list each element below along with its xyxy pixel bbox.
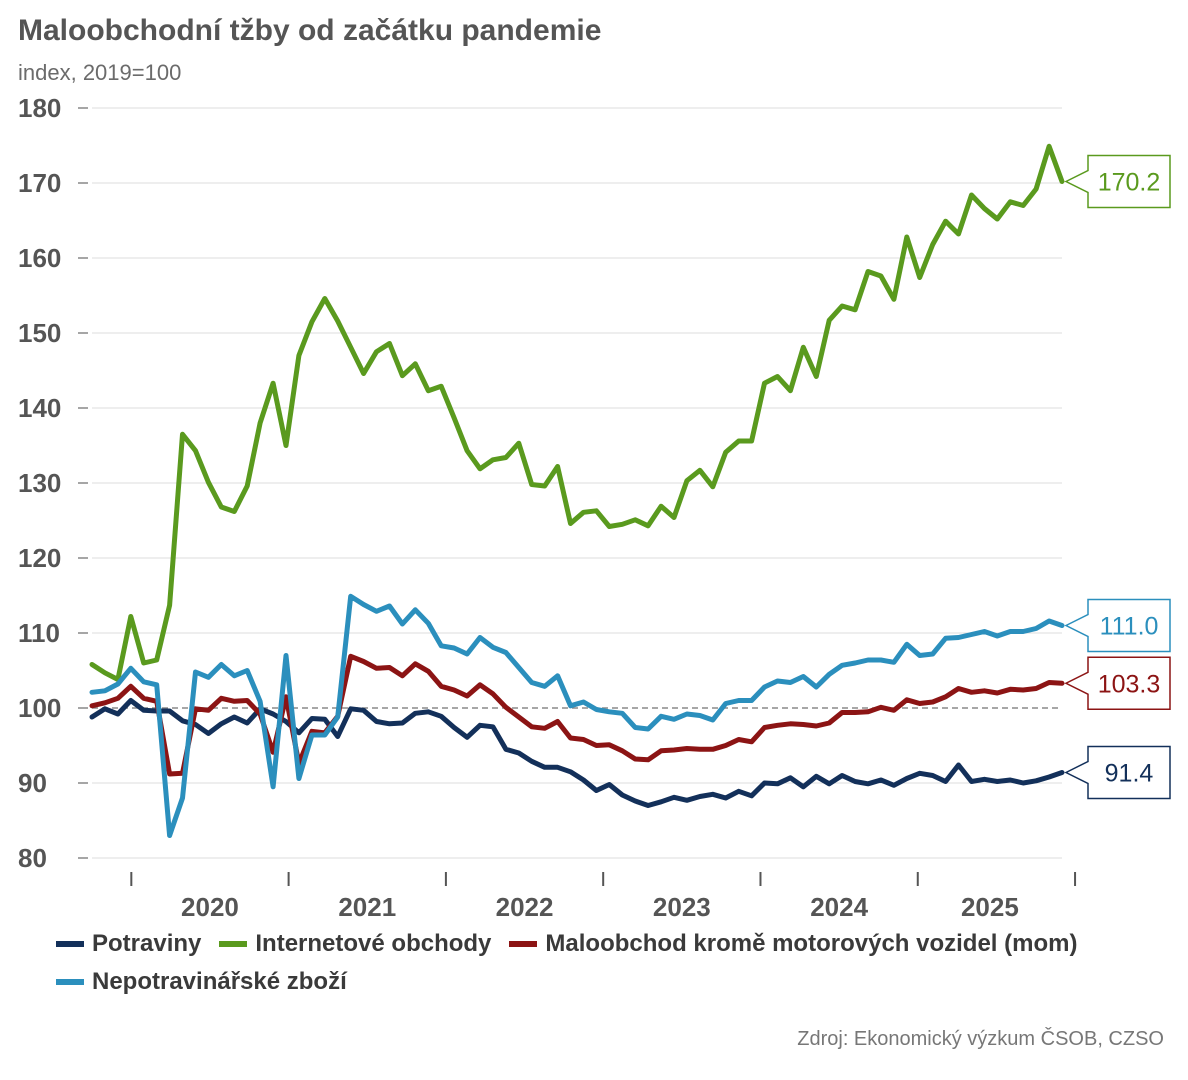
end-labels: 91.4 170.2 103.3 111.0: [1064, 154, 1171, 800]
legend-label-potraviny: Potraviny: [92, 930, 202, 957]
x-tick-label-2020: 2020: [181, 892, 239, 922]
y-tick-label-140: 140: [18, 393, 61, 423]
legend-swatch-maloobchod: [509, 941, 538, 947]
x-tick-label-2021: 2021: [338, 892, 396, 922]
end-label-3: 111.0: [1100, 613, 1159, 641]
x-axis: 2020 2021 2022 2023 2024 2025: [130, 872, 1077, 922]
y-tick-label-170: 170: [18, 168, 61, 198]
x-tick-label-2024: 2024: [810, 892, 868, 922]
legend-item-internetove-obchody: Internetové obchody: [219, 930, 491, 958]
end-label-2: 103.3: [1098, 670, 1161, 698]
end-label-0: 91.4: [1105, 760, 1154, 788]
chart-subtitle: index, 2019=100: [18, 60, 182, 85]
y-tick-label-90: 90: [18, 768, 47, 798]
chart-title: Maloobchodní tžby od začátku pandemie: [18, 14, 602, 47]
y-tick-label-120: 120: [18, 543, 61, 573]
legend-swatch-internetove-obchody: [219, 941, 248, 947]
legend-item-potraviny: Potraviny: [56, 930, 201, 958]
end-label-box-3: [1064, 598, 1171, 653]
y-axis: 80 90 100 110 120 130 140 150 160 170 180: [18, 93, 88, 873]
end-label-box-1: [1064, 154, 1171, 209]
legend-swatch-potraviny: [56, 941, 84, 947]
legend-label-maloobchod: Maloobchod kromě motorových vozidel (mom…: [545, 930, 1078, 957]
y-tick-label-150: 150: [18, 318, 61, 348]
series-lines: [89, 143, 1065, 838]
legend-swatch-nepotravinarske-zbozi: [56, 979, 84, 985]
x-tick-label-2023: 2023: [653, 892, 711, 922]
x-tick-label-2025: 2025: [961, 892, 1019, 922]
x-tick-label-2022: 2022: [496, 892, 554, 922]
y-tick-label-100: 100: [18, 693, 61, 723]
series-line-1: [89, 143, 1065, 682]
series-line-0: [89, 698, 1065, 808]
end-label-box-2: [1064, 656, 1171, 710]
legend-item-nepotravinarske-zbozi: Nepotravinářské zboží: [56, 968, 347, 996]
legend-label-internetove-obchody: Internetové obchody: [255, 930, 492, 957]
y-tick-label-110: 110: [18, 618, 60, 648]
gridlines: [92, 107, 1062, 859]
legend-label-nepotravinarske-zbozi: Nepotravinářské zboží: [92, 968, 347, 995]
series-line-2: [89, 653, 1065, 777]
y-tick-label-160: 160: [18, 243, 61, 273]
end-label-1: 170.2: [1098, 169, 1161, 197]
y-tick-label-80: 80: [18, 843, 47, 873]
end-label-box-0: [1064, 745, 1171, 800]
source-note: Zdroj: Ekonomický výzkum ČSOB, CZSO: [797, 1028, 1164, 1050]
y-tick-label-130: 130: [18, 468, 61, 498]
y-tick-label-180: 180: [18, 93, 61, 123]
series-line-3: [89, 593, 1065, 838]
legend-item-maloobchod: Maloobchod kromě motorových vozidel (mom…: [509, 930, 1077, 958]
legend: Potraviny Internetové obchody Maloobchod…: [56, 930, 1166, 996]
